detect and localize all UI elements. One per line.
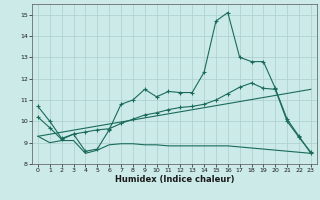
X-axis label: Humidex (Indice chaleur): Humidex (Indice chaleur) [115,175,234,184]
